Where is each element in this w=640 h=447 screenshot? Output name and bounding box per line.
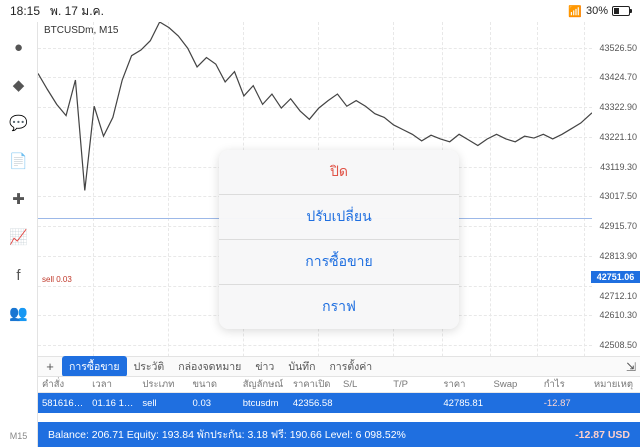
- y-axis-tick: 43221.10: [599, 132, 637, 142]
- y-axis-tick: 42610.30: [599, 310, 637, 320]
- col-header-price: ราคา: [439, 377, 489, 392]
- person-arrow-icon[interactable]: ◆: [4, 70, 34, 100]
- cell-symbol: btcusdm: [239, 398, 289, 409]
- left-sidebar: ● ◆ 💬 📄 ✚ 📈 f 👥 M15: [0, 22, 38, 447]
- battery-percent-label: 30%: [586, 5, 608, 17]
- wifi-icon: 📶: [568, 5, 582, 18]
- cell-price: 42785.81: [439, 398, 489, 409]
- resize-handle-icon[interactable]: ⇲: [626, 360, 636, 374]
- gridline-h: [38, 345, 592, 346]
- people-icon[interactable]: 👥: [4, 298, 34, 328]
- battery-icon: [612, 6, 630, 16]
- tab-history[interactable]: ประวัติ: [127, 356, 172, 377]
- col-header-symbol: สัญลักษณ์: [239, 377, 289, 392]
- tab-settings[interactable]: การตั้งค่า: [322, 356, 379, 377]
- tab-news[interactable]: ข่าว: [248, 356, 281, 377]
- current-price-label: 42751.06: [591, 271, 640, 283]
- cell-time: 01.16 14:39: [88, 398, 138, 409]
- status-bar: 18:15 พ. 17 ม.ค. 📶 30%: [0, 0, 640, 22]
- status-right-icons: 📶 30%: [568, 5, 630, 18]
- cell-order: 581616716: [38, 398, 88, 409]
- col-header-sl: S/L: [339, 379, 389, 390]
- timeframe-label[interactable]: M15: [10, 431, 28, 441]
- cell-open-price: 42356.58: [289, 398, 339, 409]
- chart-menu-item[interactable]: กราฟ: [219, 285, 459, 329]
- account-profit-value: -12.87 USD: [575, 429, 630, 441]
- status-date: พ. 17 ม.ค.: [50, 2, 104, 21]
- modify-menu-item[interactable]: ปรับเปลี่ยน: [219, 195, 459, 240]
- orders-table: คำสั่ง เวลา ประเภท ขนาด สัญลักษณ์ ราคาเป…: [38, 376, 640, 422]
- crosshair-icon[interactable]: ✚: [4, 184, 34, 214]
- y-axis-tick: 43119.30: [600, 162, 637, 172]
- chart-title: BTCUSDm, M15: [44, 25, 118, 36]
- add-tab-icon[interactable]: +: [42, 359, 58, 374]
- y-axis-tick: 43526.50: [599, 43, 637, 53]
- tab-trade[interactable]: การซื้อขาย: [62, 356, 127, 377]
- avatar-icon[interactable]: ●: [4, 32, 34, 62]
- trade-menu-item[interactable]: การซื้อขาย: [219, 240, 459, 285]
- y-axis-tick: 42508.50: [599, 340, 637, 350]
- orders-table-header: คำสั่ง เวลา ประเภท ขนาด สัญลักษณ์ ราคาเป…: [38, 377, 640, 393]
- account-summary-label: Balance: 206.71 Equity: 193.84 พักประกัน…: [48, 426, 406, 443]
- col-header-open-price: ราคาเปิด: [289, 377, 339, 392]
- col-header-profit: กำไร: [540, 377, 590, 392]
- status-time: 18:15: [10, 4, 40, 18]
- col-header-size: ขนาด: [189, 377, 239, 392]
- col-header-swap: Swap: [490, 379, 540, 390]
- col-header-comment: หมายเหตุ: [590, 377, 640, 392]
- cell-profit: -12.87: [540, 398, 590, 409]
- y-axis-tick: 43424.70: [599, 72, 637, 82]
- close-menu-item[interactable]: ปิด: [219, 150, 459, 195]
- cell-size: 0.03: [189, 398, 239, 409]
- y-axis-tick: 43017.50: [599, 191, 637, 201]
- cell-type: sell: [138, 398, 188, 409]
- function-icon[interactable]: f: [4, 260, 34, 290]
- table-row[interactable]: 581616716 01.16 14:39 sell 0.03 btcusdm …: [38, 393, 640, 413]
- col-header-type: ประเภท: [138, 377, 188, 392]
- sell-order-marker: sell 0.03: [42, 275, 72, 284]
- col-header-time: เวลา: [88, 377, 138, 392]
- y-axis-tick: 42915.70: [599, 221, 637, 231]
- y-axis-tick: 42712.10: [599, 291, 637, 301]
- tab-mailbox[interactable]: กล่องจดหมาย: [171, 356, 248, 377]
- col-header-tp: T/P: [389, 379, 439, 390]
- candlestick-icon[interactable]: 📈: [4, 222, 34, 252]
- chat-icon[interactable]: 💬: [4, 108, 34, 138]
- add-file-icon[interactable]: 📄: [4, 146, 34, 176]
- col-header-order: คำสั่ง: [38, 377, 88, 392]
- y-axis-tick: 43322.90: [599, 102, 637, 112]
- bottom-nav: + การซื้อขาย ประวัติ กล่องจดหมาย ข่าว บั…: [38, 356, 640, 376]
- chart-context-menu[interactable]: ปิด ปรับเปลี่ยน การซื้อขาย กราฟ: [219, 150, 459, 329]
- tab-journal[interactable]: บันทึก: [281, 356, 322, 377]
- y-axis-tick: 42813.90: [599, 251, 637, 261]
- account-status-bar: Balance: 206.71 Equity: 193.84 พักประกัน…: [38, 422, 640, 447]
